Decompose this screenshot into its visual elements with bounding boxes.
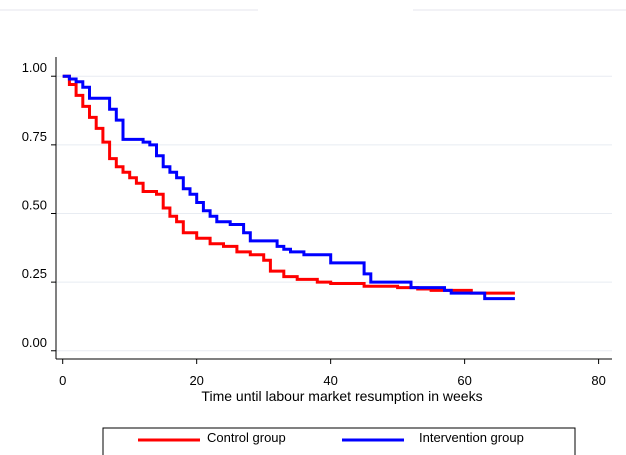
y-tick-label: 1.00 bbox=[22, 60, 47, 75]
legend: Control group Intervention group bbox=[102, 427, 576, 455]
x-tick-label: 20 bbox=[189, 373, 203, 388]
y-tick-label: 0.50 bbox=[22, 197, 47, 212]
x-tick-label: 0 bbox=[59, 373, 66, 388]
legend-label-intervention: Intervention group bbox=[419, 430, 524, 445]
y-tick-label: 0.00 bbox=[22, 335, 47, 350]
x-tick-label: 60 bbox=[457, 373, 471, 388]
legend-label-control: Control group bbox=[207, 430, 286, 445]
series-group bbox=[62, 74, 515, 301]
series-line-intervention bbox=[62, 74, 515, 301]
y-tick-label: 0.25 bbox=[22, 266, 47, 281]
tick-labels: 0.00 0.25 0.50 0.75 1.00 0 20 40 60 80 bbox=[22, 60, 606, 388]
series-line-control bbox=[62, 74, 515, 295]
x-tick-label: 80 bbox=[591, 373, 605, 388]
x-axis-title: Time until labour market resumption in w… bbox=[201, 388, 482, 404]
axes bbox=[51, 57, 612, 364]
y-tick-label: 0.75 bbox=[22, 129, 47, 144]
x-tick-label: 40 bbox=[323, 373, 337, 388]
